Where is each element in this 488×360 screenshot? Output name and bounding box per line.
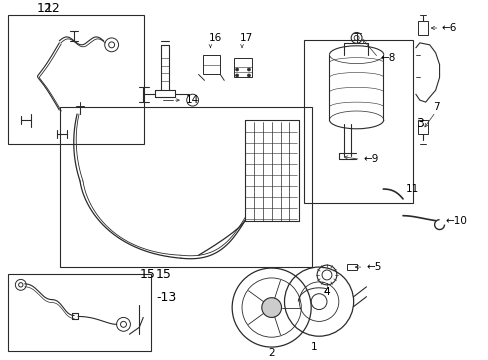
- Bar: [417, 120, 427, 134]
- Bar: [234, 58, 251, 77]
- Bar: [60, 107, 311, 267]
- Text: ←9: ←9: [363, 154, 378, 165]
- Text: 17: 17: [240, 33, 253, 43]
- Bar: [346, 264, 356, 270]
- Circle shape: [235, 68, 238, 71]
- Text: 15: 15: [156, 269, 172, 282]
- Text: -13: -13: [156, 291, 176, 304]
- Bar: [304, 40, 412, 203]
- Circle shape: [235, 74, 238, 77]
- Text: 1: 1: [310, 342, 317, 352]
- Text: 16: 16: [208, 33, 221, 43]
- Bar: [202, 55, 220, 75]
- Text: ←5: ←5: [366, 262, 381, 272]
- Text: 15: 15: [139, 269, 155, 282]
- Text: 12: 12: [37, 2, 52, 15]
- Text: ←8: ←8: [380, 53, 395, 63]
- Text: 4: 4: [323, 287, 329, 297]
- Text: 7: 7: [432, 102, 438, 112]
- Text: 12: 12: [44, 2, 60, 15]
- Circle shape: [261, 298, 281, 318]
- Text: 2: 2: [268, 348, 274, 358]
- Bar: [8, 274, 151, 351]
- Text: 3: 3: [415, 117, 423, 130]
- Text: ←10: ←10: [445, 216, 467, 226]
- Bar: [417, 21, 427, 35]
- Circle shape: [247, 74, 250, 77]
- Circle shape: [247, 68, 250, 71]
- Text: 11: 11: [405, 184, 418, 194]
- Bar: [8, 15, 144, 144]
- Text: 4: 4: [323, 287, 329, 297]
- Text: 14: 14: [185, 95, 199, 105]
- Text: ←6: ←6: [441, 23, 456, 33]
